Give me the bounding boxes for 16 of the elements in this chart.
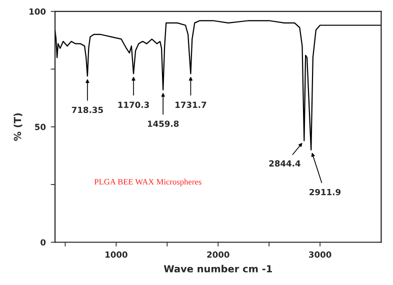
annotation: 2844.4 <box>269 160 300 167</box>
annotation: 718.35 <box>72 106 103 114</box>
line-series <box>55 20 382 150</box>
annotation: 2911.9 <box>310 188 341 196</box>
x-tick-label: 1000 <box>106 251 128 258</box>
x-tick-label: 3000 <box>309 251 332 258</box>
x-tick-label: 2000 <box>207 251 230 258</box>
y-axis-title: % (T) <box>14 113 22 141</box>
y-tick-label: 50 <box>35 124 46 130</box>
annotation: PLGA BEE WAX Microspheres <box>94 178 202 186</box>
annotation: 1459.8 <box>148 120 179 127</box>
annotation: 1731.7 <box>176 102 206 108</box>
y-tick-label: 0 <box>40 239 46 246</box>
x-axis-title: Wave number cm -1 <box>164 264 272 272</box>
y-tick-label: 100 <box>30 8 46 15</box>
annotation: 1170.3 <box>118 102 149 108</box>
